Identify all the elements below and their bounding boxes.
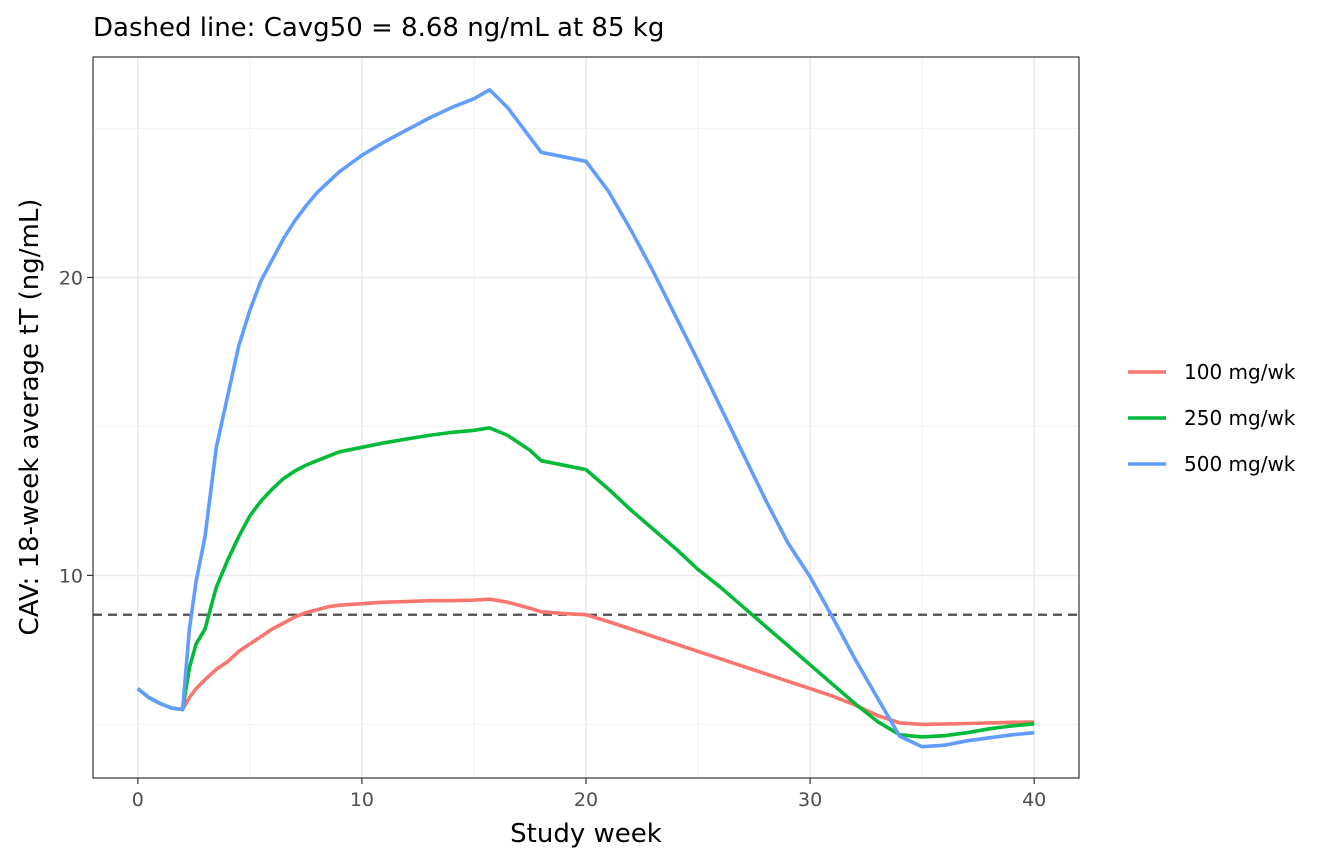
- x-tick-label: 30: [798, 789, 822, 811]
- legend-label-1: 100 mg/wk: [1184, 360, 1296, 384]
- grid: [93, 57, 1079, 778]
- x-axis-title: Study week: [510, 819, 662, 849]
- x-tick-label: 20: [574, 789, 598, 811]
- x-tick-label: 10: [350, 789, 374, 811]
- series-lines: [136, 88, 1035, 749]
- y-axis-title: CAV: 18-week average tT (ng/mL): [15, 199, 45, 636]
- legend-label-3: 500 mg/wk: [1184, 452, 1296, 476]
- series-line-3: [136, 88, 1035, 749]
- chart-title: Dashed line: Cavg50 = 8.68 ng/mL at 85 k…: [93, 13, 664, 43]
- series-line-1: [136, 597, 1035, 727]
- series-line-2: [136, 426, 1035, 739]
- y-tick-label: 20: [59, 267, 83, 289]
- legend: 100 mg/wk 250 mg/wk 500 mg/wk: [1128, 360, 1296, 476]
- x-tick-label: 0: [132, 789, 144, 811]
- axis-ticks: 0 10 20 30 40 10 20: [59, 267, 1046, 811]
- legend-label-2: 250 mg/wk: [1184, 406, 1296, 430]
- x-tick-label: 40: [1022, 789, 1046, 811]
- y-tick-label: 10: [59, 565, 83, 587]
